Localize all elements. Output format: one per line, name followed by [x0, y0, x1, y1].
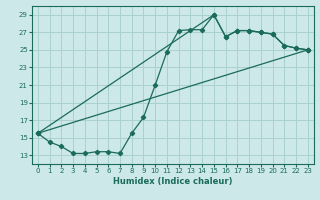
X-axis label: Humidex (Indice chaleur): Humidex (Indice chaleur) — [113, 177, 233, 186]
